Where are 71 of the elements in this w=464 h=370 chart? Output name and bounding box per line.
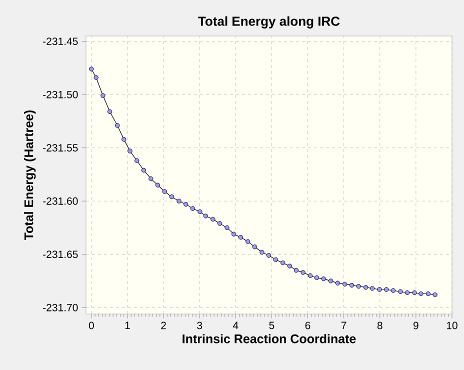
point — [184, 202, 188, 207]
point — [94, 75, 98, 80]
point — [148, 176, 154, 182]
point — [100, 93, 106, 98]
point — [390, 288, 396, 293]
point — [210, 216, 216, 222]
point — [231, 232, 236, 236]
point — [246, 239, 250, 244]
y-tick-label: -231.60 — [43, 197, 78, 205]
x-tick-label: 2 — [161, 322, 166, 330]
x-tick-label: 6 — [305, 322, 310, 330]
y-tick-label: -231.65 — [43, 250, 78, 258]
point — [224, 225, 230, 230]
point — [432, 292, 438, 298]
point — [89, 66, 94, 72]
point — [198, 209, 202, 214]
y-tick-label: -231.70 — [43, 304, 78, 312]
y-axis-title: Total Energy (Hartree) — [24, 110, 36, 240]
point — [107, 109, 112, 114]
point — [412, 290, 417, 296]
point — [377, 287, 382, 292]
point — [238, 234, 244, 240]
point — [356, 284, 361, 289]
x-tick-label: 9 — [414, 322, 418, 330]
point — [190, 206, 196, 211]
point — [252, 244, 258, 250]
point — [426, 291, 431, 296]
point — [363, 285, 368, 290]
point — [134, 158, 140, 163]
point — [287, 264, 292, 268]
point — [203, 214, 208, 218]
y-tick-label: -231.45 — [43, 38, 78, 46]
point — [370, 286, 375, 291]
x-tick-label: 7 — [341, 322, 346, 330]
point — [300, 270, 306, 275]
point — [349, 282, 354, 288]
x-tick-label: 4 — [232, 322, 238, 330]
point — [418, 291, 424, 296]
point — [162, 189, 167, 194]
point — [176, 198, 182, 204]
point — [273, 257, 278, 262]
x-tick-label: 1 — [125, 322, 130, 330]
point — [155, 182, 160, 188]
point — [280, 260, 286, 266]
y-tick-label: -231.55 — [43, 144, 78, 152]
point — [308, 273, 313, 278]
x-tick-label: 3 — [197, 322, 202, 330]
point — [398, 289, 403, 294]
point — [384, 287, 389, 292]
chart-title: Total Energy along IRC — [198, 16, 340, 28]
point — [122, 136, 126, 142]
point — [141, 168, 146, 173]
x-tick-label: 5 — [269, 322, 274, 330]
point — [217, 221, 222, 226]
point — [260, 250, 264, 255]
point — [404, 290, 410, 296]
x-tick-label: 8 — [377, 322, 382, 330]
y-tick-label: -231.50 — [43, 90, 78, 98]
x-tick-label: 0 — [88, 322, 94, 330]
point — [328, 278, 334, 284]
point — [294, 268, 299, 273]
point — [128, 148, 132, 154]
point — [335, 280, 340, 286]
point — [314, 275, 320, 280]
point — [321, 276, 326, 282]
point — [266, 253, 272, 258]
point — [342, 282, 348, 287]
x-tick-label: 10 — [446, 322, 458, 330]
point — [169, 194, 174, 200]
x-axis-title: Intrinsic Reaction Coordinate — [182, 334, 356, 344]
point — [115, 123, 120, 128]
